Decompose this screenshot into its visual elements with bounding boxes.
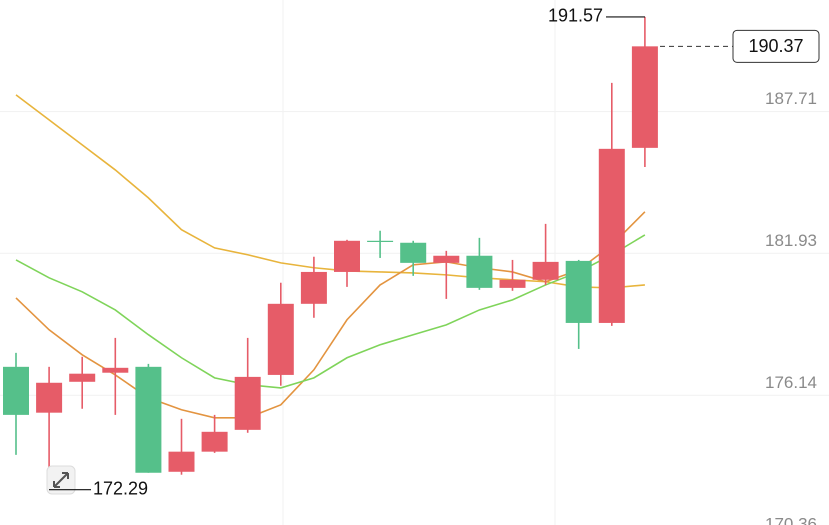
expand-icon-glyph [53,472,69,488]
candle-body [565,260,592,323]
candles [3,16,658,490]
candle-body [334,240,360,272]
candle-body [631,46,658,148]
y-tick-label: 176.14 [765,373,817,392]
candle-body [532,261,559,280]
ma-line [15,94,645,289]
candle-body [102,367,129,373]
candle-body [300,271,327,304]
candle-body [135,366,162,473]
last-price-box [732,29,820,63]
candle-body [234,376,261,430]
candle-body [3,366,29,415]
ma-line [15,234,646,389]
candle-body [201,431,228,452]
ma-lines [15,94,646,419]
grid: 170.36 176.14 181.93 187.71 [0,89,829,525]
candle-body [367,240,394,242]
annotations: 191.57 172.29 190.37 [46,6,820,498]
candle-body [433,255,460,263]
candle-body [499,279,526,288]
max-label: 191.57 [548,6,603,26]
candle-body [466,255,493,288]
y-tick-label: 187.71 [765,89,817,108]
y-tick-label: 170.36 [765,514,817,525]
candle-body [168,451,195,472]
last-price-label: 190.37 [748,36,803,56]
candle-body [400,242,427,263]
candle-body [36,382,63,413]
y-tick-label: 181.93 [765,231,817,250]
candle-body [598,148,625,323]
min-label: 172.29 [93,478,148,498]
candle-body [69,373,96,382]
candle-body [267,303,294,375]
ma-line [15,211,646,419]
